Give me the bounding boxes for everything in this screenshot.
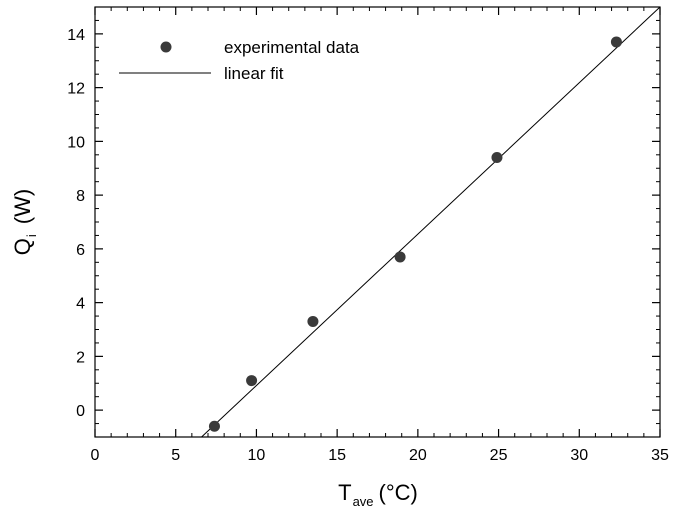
y-tick-label: 0 [76,403,85,420]
x-tick-label: 25 [490,447,508,464]
x-tick-label: 5 [171,447,180,464]
data-point [610,36,622,48]
series-layer [201,6,661,438]
legend-point-marker [160,41,172,53]
x-tick-label: 35 [651,447,669,464]
legend-line-label: linear fit [224,64,284,83]
y-tick-label: 14 [67,27,85,44]
data-point [246,375,258,387]
legend: experimental data linear fit [119,38,360,83]
y-tick-label: 12 [67,81,85,98]
y-tick-label: 4 [76,296,85,313]
x-axis-title-subscript: ave [353,494,374,509]
y-tick-label: 6 [76,242,85,259]
y-axis-title-subscript: i [24,234,39,237]
legend-point-label: experimental data [224,38,360,57]
y-tick-label: 10 [67,134,85,151]
plot-area [94,6,661,438]
data-point [307,315,319,327]
x-tick-label: 10 [248,447,266,464]
x-axis-title: Tave (°C) [338,480,418,509]
data-point [394,251,406,263]
x-tick-labels: 0 5 10 15 20 25 30 35 [91,447,669,464]
data-point [491,152,503,163]
x-axis-title-unit: (°C) [379,480,418,505]
y-tick-labels: 0 2 4 6 8 10 12 14 [67,27,85,420]
x-tick-label: 15 [328,447,346,464]
major-ticks [94,7,661,437]
linear-fit-line [201,6,661,438]
plot-frame [94,6,661,438]
x-tick-label: 20 [409,447,427,464]
minor-ticks [95,6,660,438]
data-point [208,420,220,432]
x-tick-label: 30 [570,447,588,464]
y-axis-title-unit: (W) [10,189,35,224]
y-tick-label: 2 [76,349,85,366]
x-tick-label: 0 [91,447,100,464]
y-tick-label: 8 [76,188,85,205]
x-axis-title-main: T [338,480,351,505]
y-axis-title: Qi (W) [10,189,39,255]
y-axis-title-main: Q [10,238,35,255]
